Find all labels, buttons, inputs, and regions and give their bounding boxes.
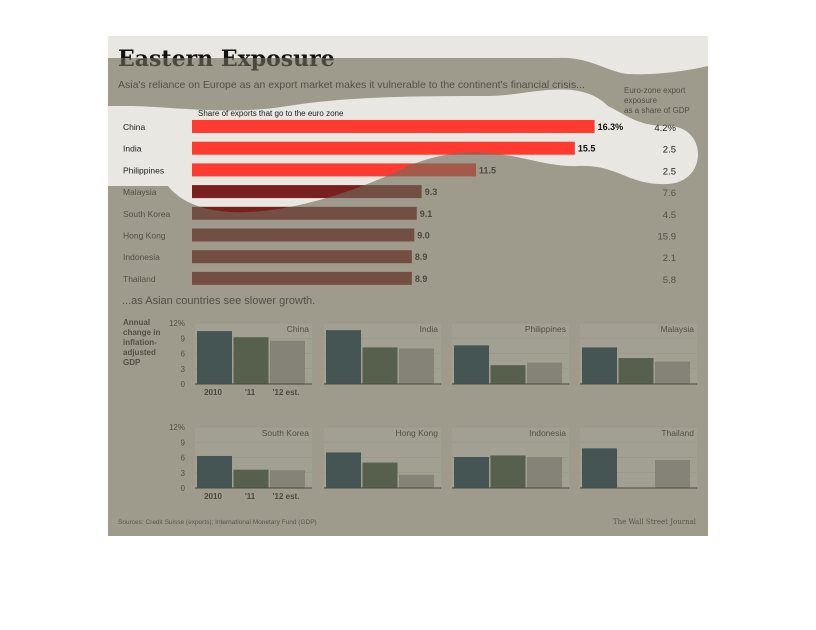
panel-title: Thailand [661, 428, 694, 438]
gdp-exposure-value: 2.5 [663, 145, 676, 156]
country-label: Thailand [123, 274, 156, 284]
export-share-bar [192, 250, 412, 264]
bar-axis-label: Share of exports that go to the euro zon… [198, 109, 344, 118]
gdp-exposure-value: 2.5 [663, 166, 676, 177]
export-share-value: 8.9 [415, 274, 428, 284]
gdp-bar [582, 347, 617, 384]
chart-title: Eastern Exposure [118, 46, 335, 72]
gdp-bar [527, 456, 562, 488]
gdp-bar [655, 361, 690, 384]
country-label: Malaysia [123, 187, 157, 197]
panel-title: China [287, 324, 309, 334]
gdp-bar [197, 455, 232, 488]
sources-note: Sources: Credit Suisse (exports); Intern… [118, 519, 317, 526]
y-tick-label: 3 [181, 365, 186, 374]
x-tick-label: 2010 [204, 492, 222, 501]
chart-subtitle: Asia's reliance on Europe as an export m… [118, 79, 585, 91]
gdp-bar [326, 452, 361, 488]
gdp-bar [233, 337, 269, 384]
export-share-bar [192, 141, 575, 155]
gdp-bar [490, 455, 526, 488]
country-label: India [123, 144, 142, 154]
y-tick-label: 9 [181, 334, 186, 343]
gdp-bar [197, 331, 232, 384]
gdp-exposure-value: 4.2% [654, 123, 676, 134]
gdp-bar [582, 448, 617, 488]
export-share-bar [192, 120, 595, 133]
export-share-bar [192, 163, 477, 177]
gdp-bar [454, 345, 489, 384]
export-share-value: 11.5 [479, 165, 496, 175]
growth-ylabel-line-3: inflation- [123, 338, 157, 347]
export-share-bar [192, 271, 412, 285]
gdp-bar [527, 362, 562, 384]
growth-ylabel-line-5: GDP [123, 358, 141, 367]
growth-ylabel-line-4: adjusted [123, 348, 156, 357]
panel-title: South Korea [262, 428, 310, 438]
gdp-bar [399, 348, 434, 384]
export-share-value: 8.9 [415, 252, 428, 262]
y-tick-label: 6 [181, 350, 186, 359]
y-tick-label: 12% [169, 423, 185, 432]
gdp-bar [270, 340, 305, 384]
chart-card: Eastern Exposure Asia's reliance on Euro… [108, 36, 708, 536]
country-label: Philippines [123, 165, 164, 175]
export-share-bar [192, 228, 415, 242]
side-label-line-2: exposure [624, 96, 657, 105]
export-share-bars: China 16.3% 4.2% India 15.5 2.5 Philippines 11.… [123, 120, 677, 286]
growth-heading: ...as Asian countries see slower growth. [122, 295, 315, 307]
country-label: Indonesia [123, 252, 160, 262]
gdp-bar [362, 462, 398, 488]
export-share-value: 15.5 [578, 144, 596, 154]
export-share-value: 16.3% [598, 122, 624, 132]
panel-title: Hong Kong [395, 428, 438, 438]
gdp-exposure-value: 15.9 [658, 232, 677, 243]
publisher-credit: The Wall Street Journal [613, 518, 697, 526]
x-tick-label: '12 est. [273, 388, 300, 397]
x-tick-label: '11 [245, 388, 256, 397]
gdp-bar [490, 365, 526, 384]
gdp-bar [618, 358, 654, 384]
gdp-exposure-value: 4.5 [663, 210, 676, 221]
panel-title: Philippines [525, 324, 566, 334]
gdp-bar [655, 460, 690, 488]
side-label-line-3: as a share of GDP [624, 106, 690, 115]
export-share-value: 9.1 [420, 209, 433, 219]
gdp-bar [362, 347, 398, 384]
x-tick-label: '11 [245, 492, 256, 501]
gdp-exposure-value: 5.8 [663, 275, 676, 286]
export-share-value: 9.3 [425, 187, 438, 197]
y-tick-label: 0 [181, 380, 186, 389]
y-tick-label: 12% [169, 319, 185, 328]
export-share-bar [192, 185, 422, 199]
panel-title: Indonesia [529, 428, 566, 438]
growth-ylabel-line-1: Annual [123, 318, 150, 327]
country-label: Hong Kong [123, 231, 166, 241]
gdp-bar [270, 470, 305, 488]
gdp-growth-panels: China India Philippines Malaysia South Korea… [169, 319, 697, 501]
chart-canvas: Eastern Exposure Asia's reliance on Euro… [118, 46, 697, 526]
gdp-bar [454, 456, 489, 488]
panel-title: Malaysia [660, 324, 694, 334]
gdp-exposure-value: 7.6 [663, 188, 676, 199]
x-tick-label: 2010 [204, 388, 222, 397]
y-tick-label: 0 [181, 484, 186, 493]
y-tick-label: 3 [181, 469, 186, 478]
export-share-value: 9.0 [417, 231, 430, 241]
y-tick-label: 9 [181, 438, 186, 447]
x-tick-label: '12 est. [273, 492, 300, 501]
gdp-bar [326, 330, 361, 384]
panel-title: India [420, 324, 439, 334]
gdp-exposure-value: 2.1 [663, 253, 676, 264]
country-label: China [123, 122, 145, 132]
y-tick-label: 6 [181, 454, 186, 463]
gdp-bar [399, 474, 434, 488]
gdp-bar [233, 469, 269, 488]
export-share-bar [192, 206, 417, 220]
growth-ylabel-line-2: change in [123, 328, 160, 337]
side-label-line-1: Euro-zone export [624, 86, 686, 95]
country-label: South Korea [123, 209, 171, 219]
